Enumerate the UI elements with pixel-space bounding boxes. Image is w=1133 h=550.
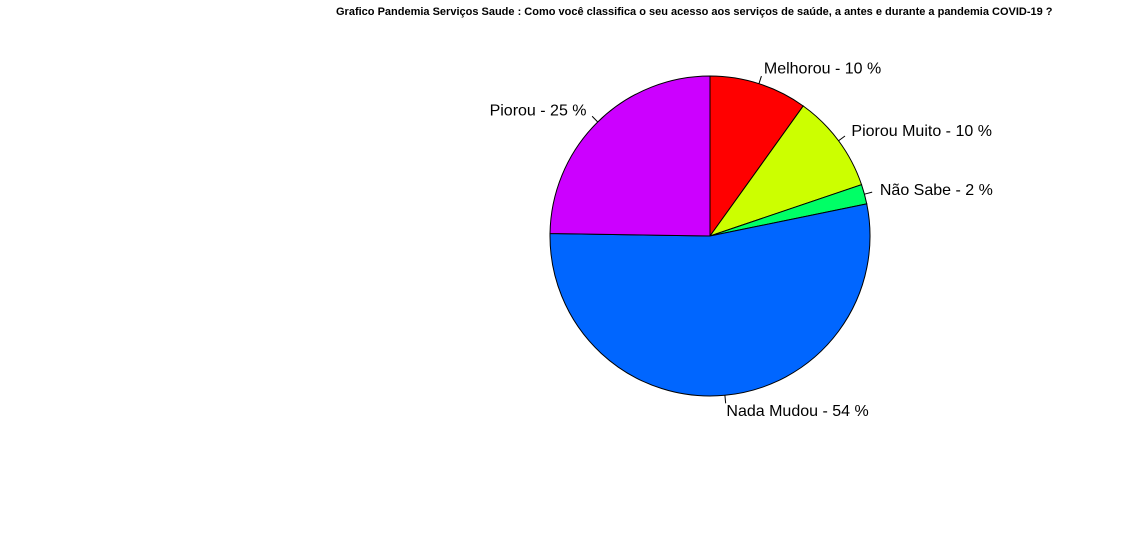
pie-slice-3: [549, 203, 871, 397]
pie-label-1: Piorou Muito - 10 %: [851, 123, 992, 140]
pie-label-4: Piorou - 25 %: [490, 103, 587, 120]
pie-tick-0: [758, 75, 762, 84]
pie-tick-2: [864, 191, 873, 195]
pie-slice-1: [708, 105, 863, 237]
pie-tick-1: [838, 135, 846, 142]
pie-label-ticks: [591, 75, 873, 404]
pie-tick-4: [591, 115, 599, 123]
chart-title: Grafico Pandemia Serviços Saude : Como v…: [336, 6, 1053, 18]
pie-labels: Melhorou - 10 % Piorou Muito - 10 % Não Sa…: [490, 60, 993, 420]
pie-label-0: Melhorou - 10 %: [764, 60, 881, 77]
pie-label-3: Nada Mudou - 54 %: [726, 403, 868, 420]
pie-label-2: Não Sabe - 2 %: [880, 182, 993, 199]
pie-slice-4: [549, 75, 711, 237]
pie-slices: [549, 75, 871, 397]
pie-tick-3: [724, 395, 727, 404]
